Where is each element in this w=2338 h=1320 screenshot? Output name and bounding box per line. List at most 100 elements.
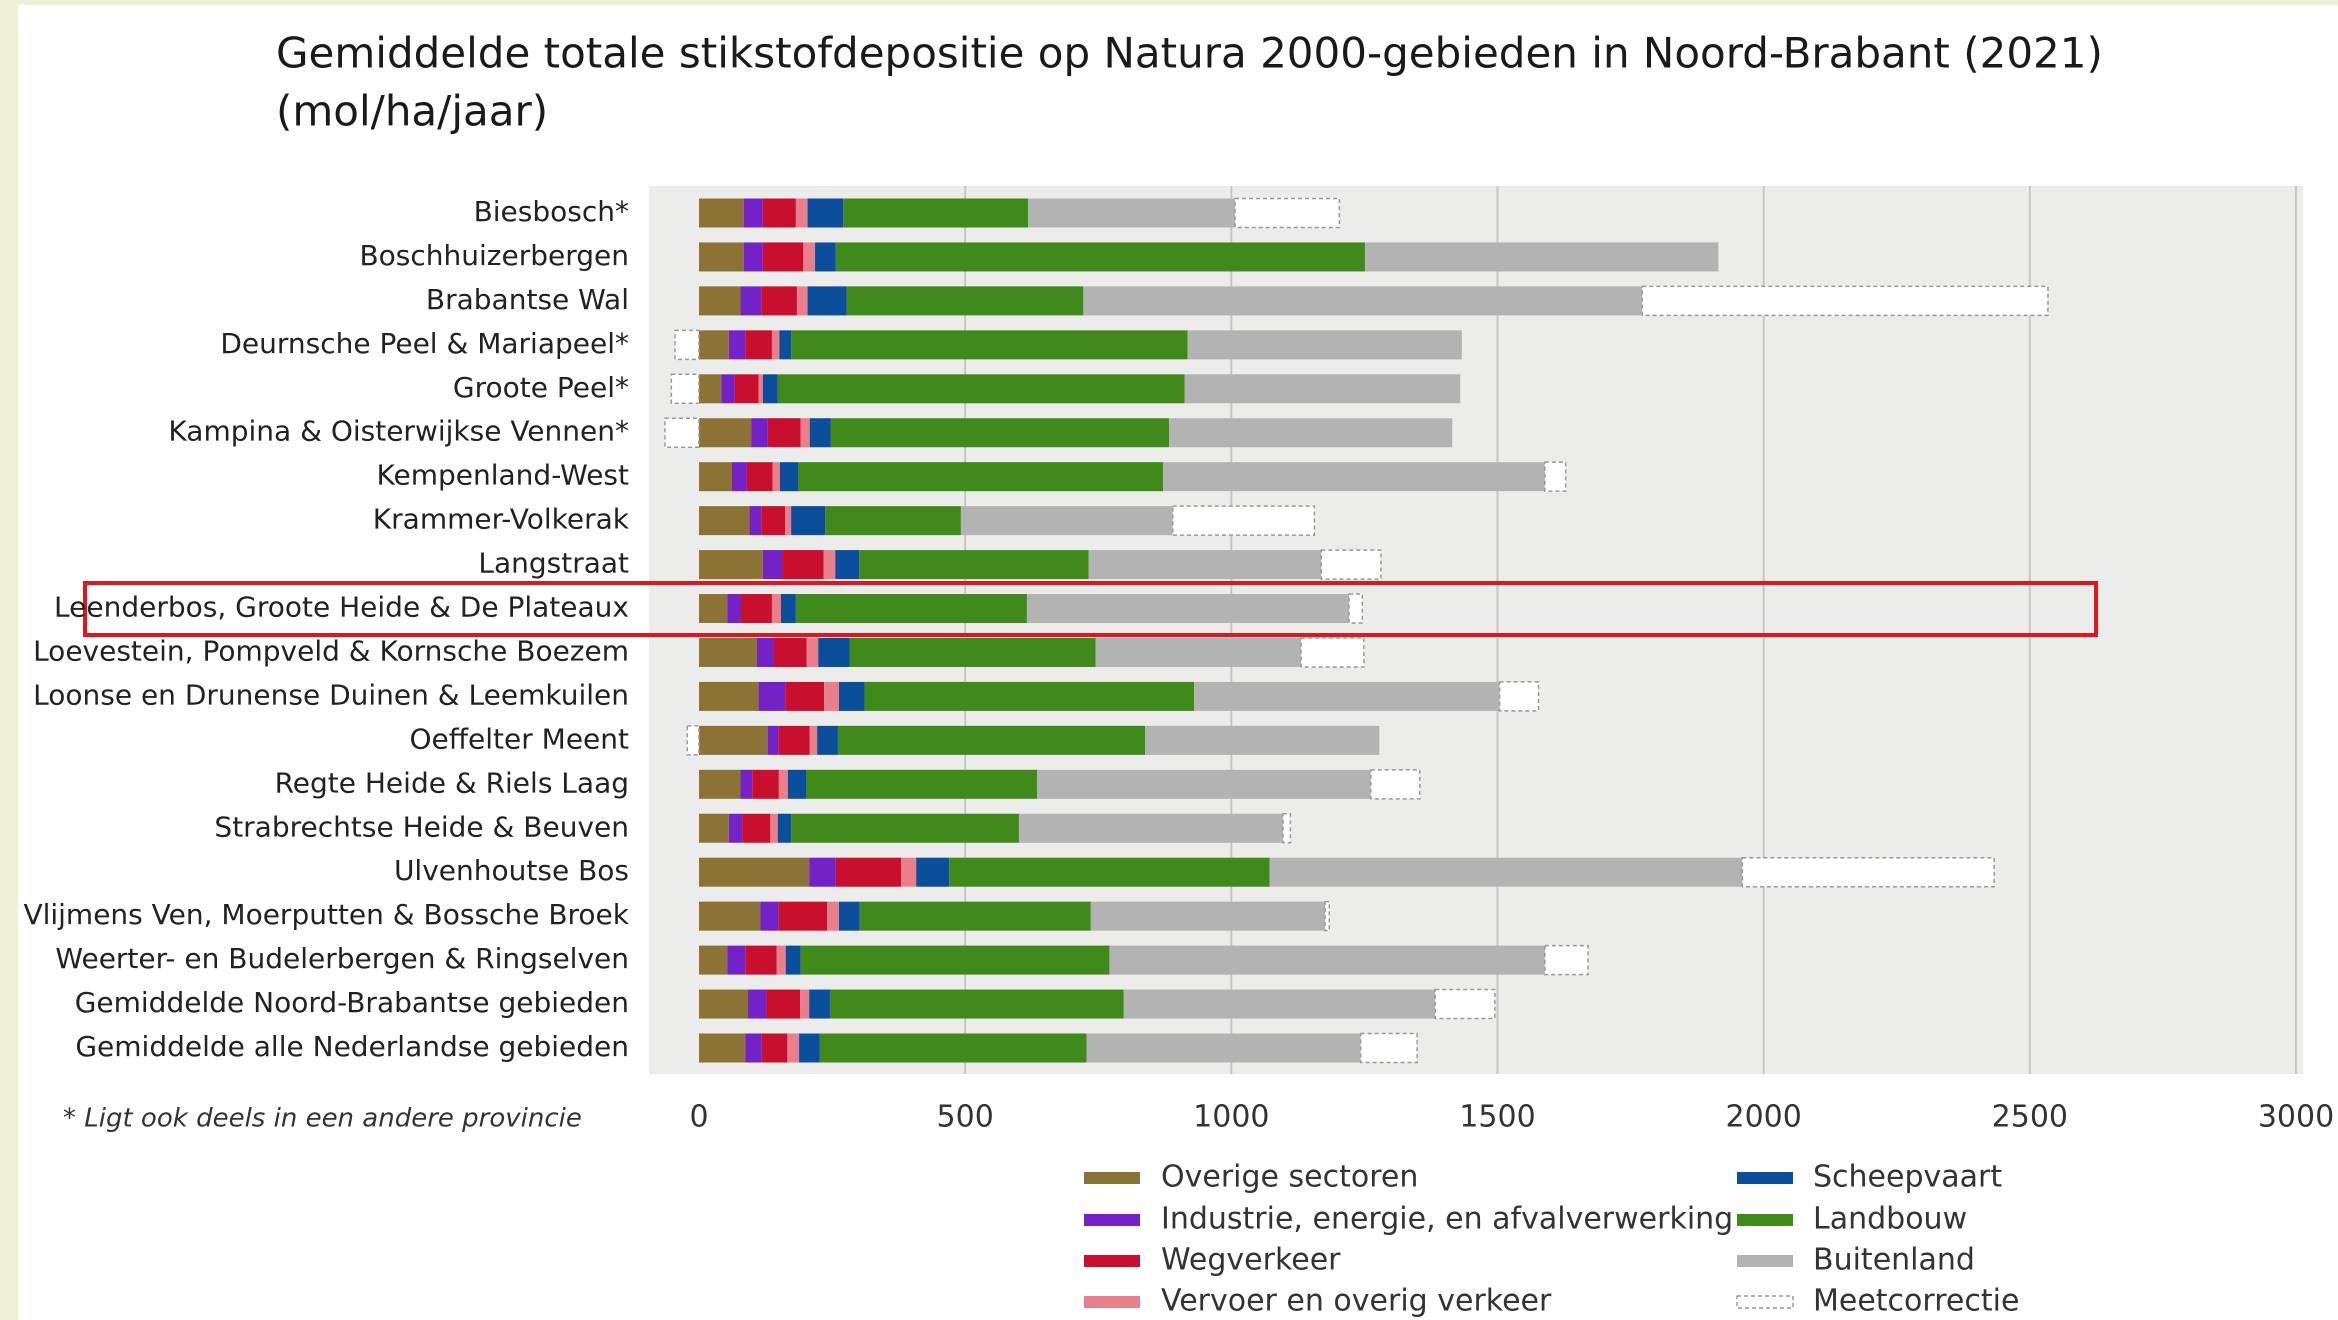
bar-segment bbox=[762, 374, 778, 404]
x-tick-label: 500 bbox=[937, 1100, 994, 1135]
legend-label: Buitenland bbox=[1813, 1243, 1975, 1278]
category-label: Brabantse Wal bbox=[426, 283, 629, 316]
chart-unit: (mol/ha/jaar) bbox=[276, 87, 548, 136]
legend-swatch bbox=[1084, 1214, 1140, 1226]
bar-segment bbox=[901, 857, 917, 887]
bar-segment bbox=[960, 506, 1173, 536]
bar-segment bbox=[809, 857, 836, 887]
bar-segment bbox=[699, 330, 729, 360]
category-label: Gemiddelde alle Nederlandse gebieden bbox=[75, 1030, 629, 1063]
bar-segment bbox=[777, 813, 792, 843]
bar-segment bbox=[791, 330, 1188, 360]
bar-segment bbox=[743, 198, 763, 228]
bar-segment bbox=[699, 769, 741, 799]
bar-segment bbox=[1498, 681, 1540, 712]
legend-swatch bbox=[1084, 1172, 1140, 1184]
bar-segment bbox=[1095, 637, 1302, 667]
bar-segment bbox=[762, 550, 783, 580]
bar-segment bbox=[835, 550, 860, 580]
category-label: Langstraat bbox=[478, 547, 629, 580]
bar-segment bbox=[776, 945, 786, 975]
bar-segment bbox=[758, 681, 786, 711]
category-label: Loonse en Drunense Duinen & Leemkuilen bbox=[33, 678, 629, 711]
bar-segment bbox=[751, 418, 768, 448]
legend-label: Meetcorrectie bbox=[1813, 1284, 2019, 1319]
legend-label: Industrie, energie, en afvalverwerking bbox=[1161, 1202, 1733, 1237]
category-label: Groote Peel* bbox=[453, 371, 629, 404]
bar-segment bbox=[825, 506, 961, 536]
bar-segment bbox=[785, 945, 801, 975]
category-label: Krammer-Volkerak bbox=[373, 503, 630, 536]
bar-segment bbox=[664, 417, 700, 448]
legend-swatch bbox=[1084, 1296, 1140, 1308]
bar-segment bbox=[798, 462, 1164, 492]
bar-segment bbox=[745, 945, 777, 975]
bar-segment bbox=[823, 550, 836, 580]
legend-label: Overige sectoren bbox=[1161, 1160, 1418, 1195]
bar-segment bbox=[734, 374, 759, 404]
bar-segment bbox=[806, 637, 819, 667]
bar-segment bbox=[740, 769, 753, 799]
category-label: Kampina & Oisterwijkse Vennen* bbox=[168, 415, 629, 448]
bar-segment bbox=[1364, 242, 1719, 272]
legend-label: Landbouw bbox=[1813, 1202, 1967, 1237]
bar-segment bbox=[846, 286, 1084, 316]
bar-segment bbox=[761, 286, 797, 316]
bar-segment bbox=[699, 637, 758, 667]
legend-swatch bbox=[1737, 1214, 1793, 1226]
bar-segment bbox=[795, 594, 1027, 624]
bar-segment bbox=[1037, 769, 1371, 799]
bar-segment bbox=[770, 813, 778, 843]
category-label: Deurnsche Peel & Mariapeel* bbox=[220, 327, 629, 360]
footnote: * Ligt ook deels in een andere provincie bbox=[63, 1104, 582, 1134]
bar-segment bbox=[916, 857, 950, 887]
bar-segment bbox=[699, 813, 729, 843]
bar-segment bbox=[1083, 286, 1643, 316]
bar-segment bbox=[827, 901, 840, 931]
bar-segment bbox=[745, 1033, 762, 1063]
bar-segment bbox=[740, 286, 762, 316]
legend-swatch bbox=[1737, 1172, 1793, 1184]
x-tick-label: 1000 bbox=[1193, 1100, 1269, 1135]
bar-segment bbox=[699, 198, 744, 228]
bar-segment bbox=[817, 725, 838, 755]
bar-segment bbox=[767, 418, 801, 448]
bar-segment bbox=[1741, 856, 1995, 888]
bar-segment bbox=[785, 681, 825, 711]
bar-segment bbox=[699, 418, 752, 448]
bar-segment bbox=[1234, 197, 1341, 229]
bar-segment bbox=[796, 286, 808, 316]
bar-segment bbox=[1300, 637, 1365, 668]
bar-segment bbox=[779, 462, 799, 492]
bar-segment bbox=[787, 769, 806, 799]
bar-segment bbox=[1090, 901, 1326, 931]
bar-segment bbox=[699, 242, 744, 272]
bar-segment bbox=[699, 286, 741, 316]
bar-segment bbox=[721, 374, 735, 404]
bar-segment bbox=[864, 681, 1195, 711]
bar-segment bbox=[803, 242, 816, 272]
bar-segment bbox=[670, 373, 700, 405]
bar-segment bbox=[777, 374, 1185, 404]
bar-segment bbox=[699, 594, 728, 624]
bar-segment bbox=[778, 725, 810, 755]
bar-segment bbox=[815, 242, 836, 272]
bar-segment bbox=[771, 330, 780, 360]
legend-swatch bbox=[1736, 1295, 1794, 1309]
bar-segment bbox=[699, 374, 722, 404]
bar-segment bbox=[699, 725, 768, 755]
bar-segment bbox=[1324, 900, 1331, 932]
bar-segment bbox=[699, 901, 761, 931]
bar-segment bbox=[799, 1033, 820, 1063]
legend-swatch bbox=[1737, 1255, 1793, 1267]
bar-segment bbox=[859, 901, 1091, 931]
bar-segment bbox=[791, 506, 826, 536]
bar-segment bbox=[809, 418, 831, 448]
legend-label: Scheepvaart bbox=[1813, 1160, 2002, 1195]
bar-segment bbox=[809, 989, 830, 1019]
bar-segment bbox=[1172, 505, 1316, 536]
bar-segment bbox=[758, 374, 763, 404]
bar-segment bbox=[771, 594, 781, 624]
bars bbox=[664, 197, 2049, 1064]
